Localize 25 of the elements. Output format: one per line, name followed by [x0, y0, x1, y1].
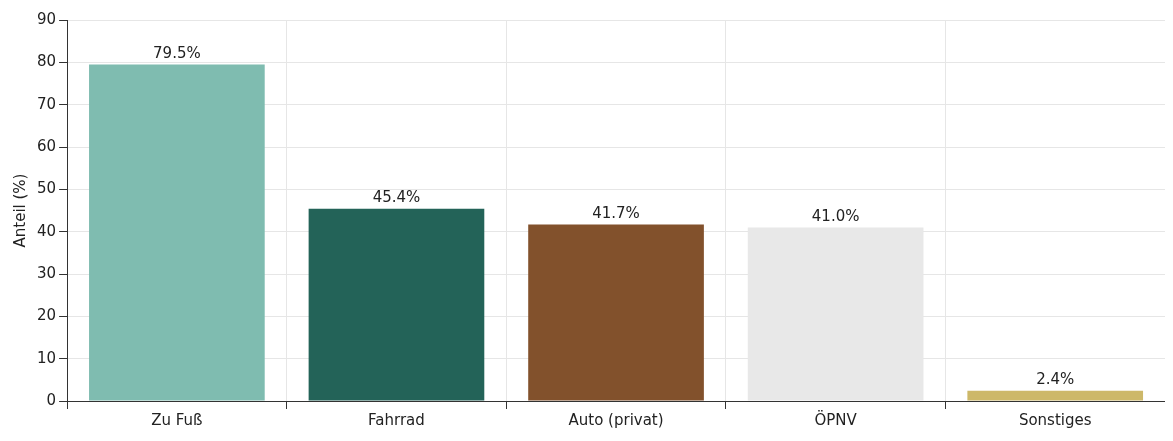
data-label: 45.4% [372, 188, 421, 207]
y-tick-label: 10 [36, 348, 57, 367]
bar [967, 390, 1144, 401]
bar [308, 208, 485, 401]
data-label: 41.7% [592, 203, 640, 222]
y-tick-label: 40 [36, 221, 57, 240]
x-tick-label: Auto (privat) [568, 410, 664, 429]
x-tick-label: Sonstiges [1018, 410, 1092, 429]
y-tick-label: 0 [46, 390, 57, 409]
y-tick-label: 20 [36, 306, 57, 325]
data-label: 2.4% [1036, 370, 1075, 389]
data-label: 41.0% [811, 206, 860, 225]
y-tick-label: 60 [36, 136, 57, 155]
data-label: 79.5% [153, 43, 201, 62]
y-tick-label: 70 [36, 94, 57, 113]
y-tick-label: 90 [36, 9, 57, 28]
y-axis-title: Anteil (%) [10, 173, 29, 248]
y-tick-label: 50 [36, 179, 57, 198]
x-tick-label: ÖPNV [814, 409, 858, 429]
y-tick-label: 30 [36, 263, 57, 282]
x-tick-label: Fahrrad [368, 410, 425, 429]
bar [89, 64, 265, 401]
y-tick-label: 80 [36, 52, 57, 71]
x-tick-label: Zu Fuß [151, 410, 203, 429]
bar [528, 224, 704, 401]
